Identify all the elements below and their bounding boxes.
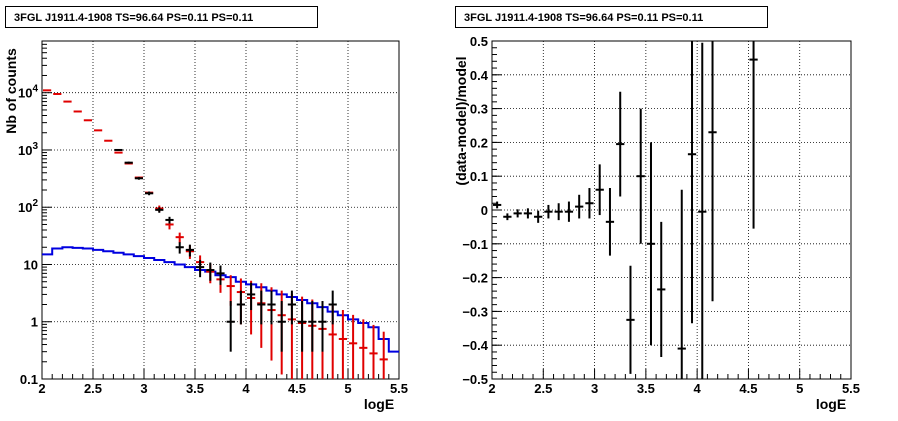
x-tick-label: 3 [140, 381, 147, 396]
data-point [134, 176, 143, 180]
y-axis-title: (data-model)/model [453, 56, 469, 185]
x-tick-label: 3.5 [637, 381, 655, 396]
model-marker [226, 275, 235, 306]
data-point [247, 282, 256, 311]
y-tick-label: −0.1 [462, 237, 488, 252]
data-point [298, 301, 307, 352]
data-point [318, 301, 327, 352]
y-tick-label: −0.4 [462, 338, 488, 353]
y-tick-label: 10 [24, 257, 38, 272]
data-point [114, 148, 123, 151]
x-axis-title: logE [816, 396, 846, 412]
residual-point [544, 204, 553, 219]
residual-point [554, 203, 563, 221]
residual-point [646, 142, 656, 346]
model-marker [338, 310, 347, 379]
plot-frame [491, 40, 852, 380]
residual-point [708, 41, 717, 302]
data-point [226, 301, 235, 352]
plot-frame [41, 40, 400, 380]
residual-point [626, 265, 635, 374]
right-plot-title: 3FGL J1911.4-1908 TS=96.64 PS=0.11 PS=0.… [455, 6, 768, 28]
residual-point [575, 194, 584, 219]
model-marker [175, 232, 184, 243]
residual-point [523, 208, 533, 219]
y-tick-label: −0.2 [462, 271, 488, 286]
data-point [145, 191, 154, 196]
data-point [196, 259, 205, 278]
residual-point [564, 201, 574, 222]
x-tick-label: 5.5 [390, 381, 408, 396]
model-marker [349, 314, 358, 379]
y-tick-label: 0 [481, 203, 488, 218]
y-tick-label: 0.3 [470, 102, 488, 117]
residual-point [534, 210, 543, 223]
model-step-line [42, 246, 399, 353]
y-tick-label: 0.4 [470, 68, 489, 83]
residual-point [749, 41, 758, 229]
data-point [155, 207, 164, 213]
data-point [308, 301, 317, 352]
data-point [165, 216, 174, 224]
residual-point [698, 42, 707, 379]
residual-point [503, 213, 512, 221]
model-marker [379, 331, 388, 379]
residual-point [585, 188, 594, 219]
data-point [175, 242, 184, 254]
residual-point [513, 209, 522, 218]
residual-point [687, 41, 697, 324]
residual-point [595, 164, 604, 216]
y-tick-label: 0.1 [470, 169, 488, 184]
left-plot-title: 3FGL J1911.4-1908 TS=96.64 PS=0.11 PS=0.… [5, 6, 318, 28]
x-tick-label: 2.5 [534, 381, 552, 396]
y-tick-label: −0.5 [462, 372, 488, 387]
x-tick-label: 4 [694, 381, 702, 396]
x-tick-label: 4 [242, 381, 250, 396]
data-point [287, 290, 296, 325]
y-axis-title: Nb of counts [3, 48, 19, 134]
data-point [328, 290, 337, 325]
x-tick-label: 3 [591, 381, 598, 396]
x-tick-label: 2 [488, 381, 495, 396]
data-point [267, 290, 276, 325]
y-tick-label: 0.5 [470, 34, 488, 49]
residual-point [677, 189, 686, 379]
y-tick-label: 0.1 [20, 372, 38, 387]
data-point [124, 161, 133, 164]
y-tick-label: 102 [18, 198, 38, 215]
x-tick-label: 2.5 [84, 381, 102, 396]
y-tick-label: 104 [18, 84, 38, 101]
x-tick-label: 4.5 [288, 381, 306, 396]
x-tick-label: 4.5 [739, 381, 757, 396]
data-point [206, 262, 215, 281]
data-point [185, 244, 194, 257]
x-tick-label: 5 [796, 381, 803, 396]
x-tick-label: 3.5 [186, 381, 204, 396]
residual-point [493, 201, 502, 209]
residual-point [636, 108, 645, 244]
x-tick-label: 2 [38, 381, 45, 396]
y-tick-label: 1 [31, 315, 38, 330]
model-marker [359, 319, 368, 379]
residual-point [657, 221, 666, 358]
data-point [216, 265, 225, 285]
data-point [236, 290, 245, 325]
y-tick-label: 0.2 [470, 135, 488, 150]
residual-point [616, 91, 625, 197]
x-tick-label: 5 [344, 381, 351, 396]
y-tick-label: −0.3 [462, 304, 488, 319]
residual-point [605, 188, 615, 256]
data-point [277, 301, 286, 352]
data-point [257, 290, 266, 325]
x-axis-title: logE [364, 396, 394, 412]
model-marker [369, 324, 378, 379]
y-tick-label: 103 [18, 141, 38, 158]
x-tick-label: 5.5 [842, 381, 860, 396]
